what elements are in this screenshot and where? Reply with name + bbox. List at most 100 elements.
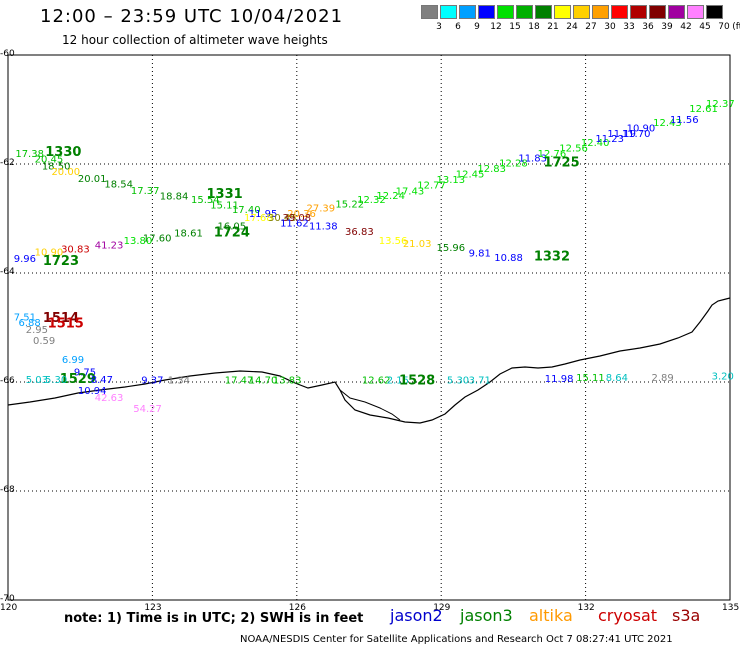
coastline-path	[7, 297, 731, 424]
colorbar-swatch	[592, 5, 609, 19]
wave-height-value: 18.50	[42, 161, 71, 172]
wave-height-value: 17.37	[131, 186, 160, 197]
wave-height-value: 15.11	[210, 201, 239, 212]
wave-height-value: 11.62	[280, 219, 309, 230]
wave-height-value: 13.83	[273, 376, 302, 387]
wave-height-value: 14.70	[249, 376, 278, 387]
latitude-label: -66	[0, 376, 15, 386]
wave-height-value: 11.56	[670, 115, 699, 126]
wave-height-value: 41.23	[95, 240, 124, 251]
wave-height-value: 13.80	[124, 236, 153, 247]
wave-height-value: 11.70	[622, 129, 651, 140]
wave-height-value: 36.83	[345, 227, 374, 238]
wave-height-value: 12.32	[357, 195, 386, 206]
wave-height-value: 39.08	[282, 213, 311, 224]
wave-height-value: 20.00	[51, 167, 80, 178]
wave-height-value: 10.88	[494, 253, 523, 264]
satellite-altika: altika	[529, 606, 573, 625]
wave-height-value: 18.84	[160, 191, 189, 202]
colorbar-label: 36	[642, 22, 654, 32]
wave-height-value: 17.43	[396, 187, 425, 198]
colorbar-swatch	[573, 5, 590, 19]
wave-height-value: 7.51	[14, 312, 36, 323]
wave-height-value: 17.47	[225, 376, 254, 387]
wave-height-value: 13.13	[437, 175, 466, 186]
colorbar-label: 33	[623, 22, 635, 32]
colorbar-label: 30	[604, 22, 616, 32]
wave-height-value: 11.83	[518, 153, 547, 164]
pass-time-label: 1724	[214, 225, 250, 240]
latitude-label: -62	[0, 158, 15, 168]
colorbar-label: 42	[680, 22, 692, 32]
wave-height-value: 13.56	[379, 236, 408, 247]
wave-height-value: 12.28	[499, 159, 528, 170]
wave-height-value: 17.68	[244, 213, 273, 224]
wave-height-value: 3.71	[469, 376, 491, 387]
pass-time-label: 1332	[534, 249, 570, 264]
wave-height-value: 3.20	[712, 371, 734, 382]
satellite-cryosat: cryosat	[598, 606, 658, 625]
pass-time-label: 1330	[45, 145, 81, 160]
longitude-label: 123	[144, 603, 162, 613]
wave-height-value: 12.76	[538, 149, 567, 160]
wave-height-value: 30.45	[268, 213, 297, 224]
longitude-label: 135	[722, 603, 740, 613]
colorbar-swatch	[630, 5, 647, 19]
wave-height-value: 9.75	[74, 367, 96, 378]
wave-height-value: 12.56	[559, 143, 588, 154]
satellite-jason3: jason3	[460, 606, 513, 625]
wave-height-value: 12.83	[477, 164, 506, 175]
wave-height-value: 12.24	[376, 191, 405, 202]
wave-height-value: 2.95	[26, 325, 48, 336]
colorbar-label: 18	[528, 22, 540, 32]
wave-height-value: 20.01	[78, 174, 107, 185]
latitude-label: -64	[0, 267, 15, 277]
longitude-label: 120	[0, 603, 18, 613]
wave-height-value: 9.96	[14, 254, 36, 265]
colorbar-label: 3	[436, 22, 442, 32]
wave-height-value: 5.30	[447, 376, 469, 387]
page-subtitle: 12 hour collection of altimeter wave hei…	[62, 33, 328, 47]
wave-height-value: 0.59	[33, 336, 55, 347]
longitude-label: 132	[577, 603, 595, 613]
wave-height-value: 2.15	[387, 376, 409, 387]
wave-height-value: 8.47	[91, 375, 113, 386]
wave-height-value: 12.77	[417, 181, 446, 192]
colorbar-label: 12	[490, 22, 502, 32]
colorbar-label: 45	[699, 22, 711, 32]
wave-height-value: 11.23	[595, 134, 624, 145]
satellite-s3a: s3a	[672, 606, 701, 625]
wave-height-value: 12.62	[362, 376, 391, 387]
colorbar-swatch	[687, 5, 704, 19]
wave-height-value: 11.95	[249, 209, 278, 220]
map-frame	[7, 54, 731, 601]
satellite-jason2: jason2	[390, 606, 443, 625]
wave-height-value: 8.64	[606, 373, 628, 384]
colorbar-swatch	[497, 5, 514, 19]
wave-height-value: 2.89	[651, 373, 673, 384]
wave-height-value: 15.22	[335, 200, 364, 211]
wave-height-value: 11.98	[545, 374, 574, 385]
wave-height-value: 15.54	[191, 195, 220, 206]
colorbar-label: 9	[474, 22, 480, 32]
wave-height-value: 42.63	[95, 393, 124, 404]
wave-height-value: 54.27	[133, 404, 162, 415]
longitude-label: 126	[288, 603, 306, 613]
pass-time-label: 1529	[60, 372, 96, 387]
wave-height-value: 11.38	[309, 221, 338, 232]
latitude-label: -70	[0, 594, 15, 604]
footer-note: note: 1) Time is in UTC; 2) SWH is in fe…	[64, 611, 364, 626]
colorbar-label: 24	[566, 22, 578, 32]
colorbar-label: 21	[547, 22, 559, 32]
map-border	[7, 54, 731, 601]
wave-height-value: 10.90	[627, 123, 656, 134]
colorbar-swatch	[459, 5, 476, 19]
pass-time-label: 1515	[48, 317, 84, 332]
colorbar-swatch	[535, 5, 552, 19]
colorbar-swatch	[668, 5, 685, 19]
page-title: 12:00 – 23:59 UTC 10/04/2021	[40, 6, 344, 27]
wave-height-value: 15.11	[576, 373, 605, 384]
wave-height-value: 20.45	[35, 154, 64, 165]
colorbar-label: 6	[455, 22, 461, 32]
